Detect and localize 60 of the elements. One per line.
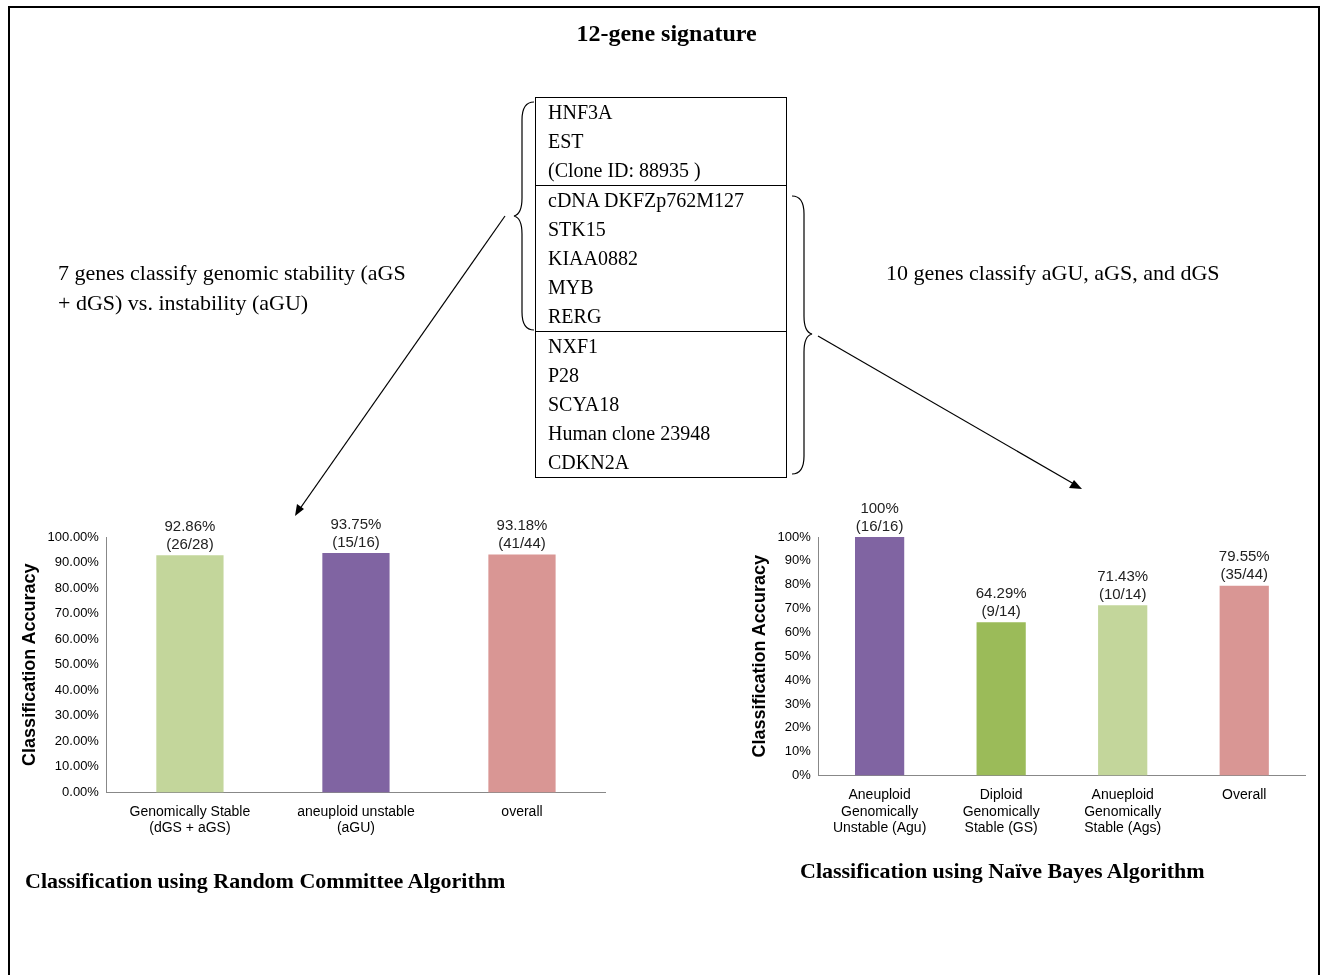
x-tick-label: Aneuploid Genomically Unstable (Agu) <box>832 785 927 836</box>
y-tick-label: 90.00% <box>54 554 100 570</box>
text: Human clone 23948 <box>548 421 712 446</box>
text: 12-gene signature <box>575 20 758 47</box>
y-axis-title: Classification Accuracy <box>18 563 39 766</box>
text: RERG <box>548 304 603 329</box>
x-tick-label: Anueploid Genomically Stable (Ags) <box>1084 785 1162 836</box>
data-label: 64.29% (9/14) <box>975 583 1027 619</box>
text: cDNA DKFZp762M127 <box>548 188 746 214</box>
y-tick-label: 40.00% <box>54 681 100 697</box>
y-tick-label: 70.00% <box>54 605 100 621</box>
text: NXF1 <box>548 334 599 359</box>
y-tick-label: 80% <box>784 576 812 592</box>
data-label: 93.75% (15/16) <box>330 514 382 550</box>
text: HNF3A <box>548 100 614 125</box>
y-tick-label: 30% <box>784 695 812 711</box>
y-tick-label: 10% <box>784 743 812 759</box>
y-tick-label: 60.00% <box>54 630 100 646</box>
y-tick-label: 10.00% <box>54 758 100 774</box>
y-tick-label: 20.00% <box>54 732 100 748</box>
y-tick-label: 100% <box>777 528 812 544</box>
data-label: 92.86% (26/28) <box>164 516 216 552</box>
text: 7 genes classify genomic stability (aGS + dGS) vs. instability (aGU) <box>58 259 407 317</box>
x-tick-label: Diploid Genomically Stable (GS) <box>962 785 1040 836</box>
bar <box>976 622 1026 776</box>
x-tick-label: overall <box>501 802 543 819</box>
x-tick-label: Genomically Stable (dGS + aGS) <box>129 802 251 836</box>
y-axis-title: Classification Accuracy <box>748 555 769 758</box>
text: P28 <box>548 363 581 388</box>
y-tick-label: 0% <box>792 767 812 783</box>
y-tick-label: 100.00% <box>47 528 100 544</box>
text: CDKN2A <box>548 450 631 475</box>
x-tick-label: Overall <box>1222 785 1267 802</box>
y-tick-label: 90% <box>784 552 812 568</box>
data-label: 93.18% (41/44) <box>496 516 548 552</box>
text: STK15 <box>548 217 607 242</box>
text: KIAA0882 <box>548 246 639 271</box>
bar <box>855 537 905 776</box>
text: SCYA18 <box>548 392 621 417</box>
y-tick-label: 40% <box>784 671 812 687</box>
y-tick-label: 20% <box>784 719 812 735</box>
y-tick-label: 30.00% <box>54 707 100 723</box>
y-tick-label: 70% <box>784 600 812 616</box>
text: (Clone ID: 88935 ) <box>548 158 702 184</box>
x-tick-label: aneuploid unstable (aGU) <box>297 802 415 836</box>
text: 10 genes classify aGU, aGS, and dGS <box>886 259 1221 287</box>
y-tick-label: 50% <box>784 647 812 663</box>
text: EST <box>548 129 585 154</box>
y-tick-label: 50.00% <box>54 656 100 672</box>
data-label: 71.43% (10/14) <box>1097 566 1149 602</box>
text: Classification using Random Committee Algorithm <box>25 868 507 894</box>
y-tick-label: 0.00% <box>62 783 100 799</box>
y-tick-label: 60% <box>784 624 812 640</box>
y-tick-label: 80.00% <box>54 579 100 595</box>
data-label: 79.55% (35/44) <box>1218 547 1270 583</box>
text: MYB <box>548 275 595 300</box>
text: Classification using Naïve Bayes Algorithm <box>800 858 1206 884</box>
bar <box>1098 605 1148 776</box>
data-label: 100% (16/16) <box>855 498 904 534</box>
bar <box>1219 585 1269 776</box>
